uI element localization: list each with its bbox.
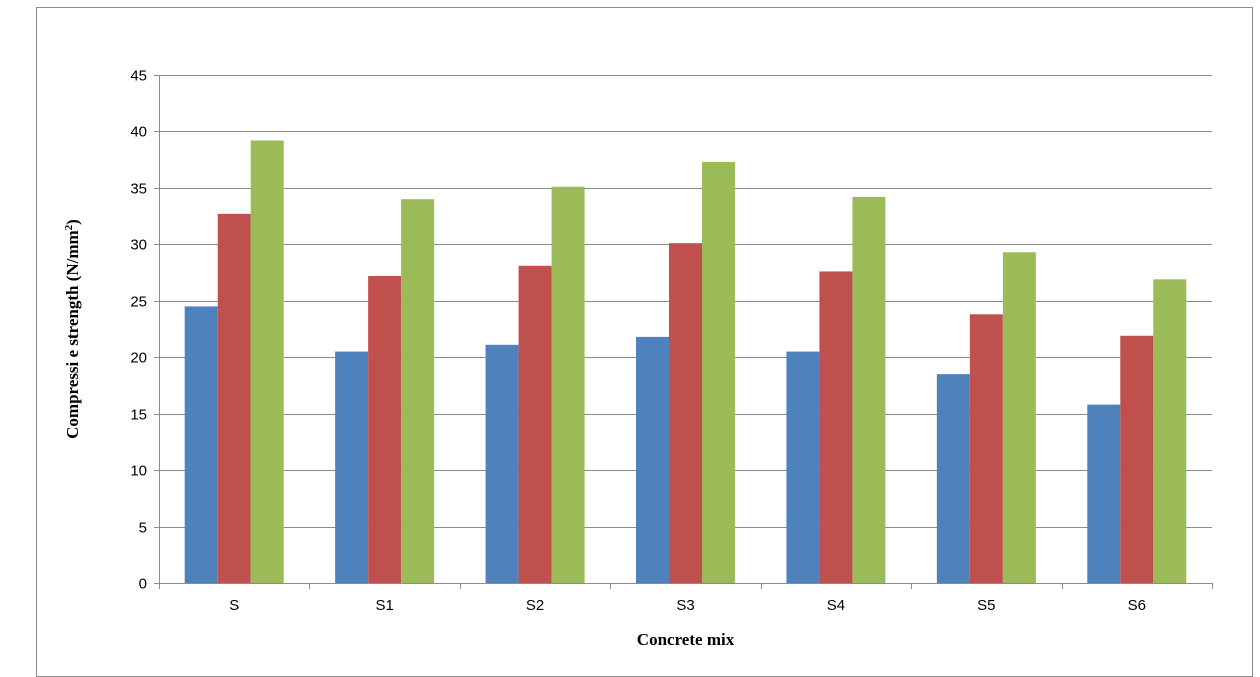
y-tick-label: 10 xyxy=(130,463,147,480)
bars xyxy=(184,140,1187,584)
bar xyxy=(936,374,970,583)
y-axis-title-suffix: ) xyxy=(63,219,82,225)
bar xyxy=(518,265,552,583)
bar xyxy=(636,336,669,583)
bar xyxy=(819,271,853,583)
x-tick-labels: S S1 S2 S3 S4 S5 S6 xyxy=(159,583,1213,614)
y-tick-labels: 0 5 10 15 20 25 30 35 40 45 xyxy=(130,68,159,593)
y-tick-label: 5 xyxy=(139,520,147,537)
x-tick-label: S6 xyxy=(1128,597,1146,614)
bar xyxy=(969,314,1003,583)
y-tick-label: 0 xyxy=(139,576,147,593)
y-tick-label: 15 xyxy=(130,407,147,424)
y-tick-label: 20 xyxy=(130,350,147,367)
y-tick-label: 35 xyxy=(130,181,147,198)
bar xyxy=(1087,404,1121,583)
bar xyxy=(1120,335,1154,583)
bar xyxy=(1153,279,1187,583)
bar xyxy=(485,344,519,583)
bar xyxy=(702,161,735,583)
y-axis-title-main: Compressi e strength (N/mm xyxy=(63,230,82,439)
axes xyxy=(159,75,1212,584)
bar xyxy=(217,213,251,583)
x-axis-title: Concrete mix xyxy=(637,630,735,649)
y-tick-label: 45 xyxy=(130,68,147,85)
bar xyxy=(335,351,369,583)
x-tick-label: S2 xyxy=(526,597,544,614)
x-tick-label: S1 xyxy=(375,597,393,614)
y-axis-title: Compressi e strength (N/mm2) xyxy=(63,219,82,439)
y-tick-label: 25 xyxy=(130,294,147,311)
x-tick-label: S4 xyxy=(827,597,845,614)
x-tick-label: S5 xyxy=(977,597,995,614)
y-axis-title-superscript: 2 xyxy=(63,224,75,230)
y-tick-label: 40 xyxy=(130,124,147,141)
x-tick-label: S3 xyxy=(676,597,694,614)
bar xyxy=(669,243,702,583)
bar xyxy=(786,351,820,583)
y-tick-label: 30 xyxy=(130,237,147,254)
x-tick-label: S xyxy=(229,597,239,614)
bar xyxy=(368,275,402,583)
bar xyxy=(401,199,435,583)
bar xyxy=(184,306,218,583)
bar xyxy=(250,140,284,583)
bar xyxy=(852,196,886,584)
bar xyxy=(1002,252,1036,584)
bar xyxy=(551,186,585,583)
